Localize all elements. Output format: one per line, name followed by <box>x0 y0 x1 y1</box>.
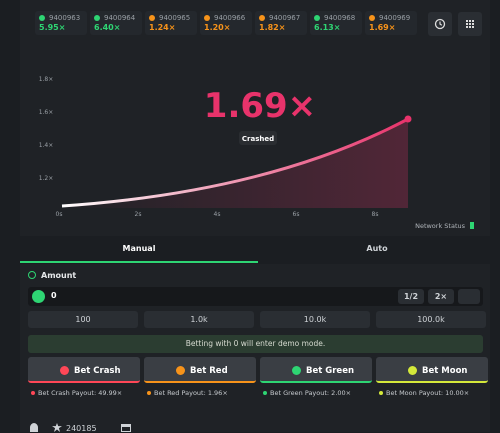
half-button[interactable]: 1/2 <box>398 289 424 304</box>
currency-icon <box>32 290 45 303</box>
x-axis-label: 4s <box>214 211 221 218</box>
tab[interactable]: Manual <box>122 244 156 253</box>
payout-dot <box>379 391 383 395</box>
amount-input[interactable] <box>28 287 483 306</box>
curve <box>61 117 409 208</box>
bet-payout: Bet Red Payout: 1.96× <box>154 389 228 397</box>
tab-bar <box>20 236 490 264</box>
x-axis-label: 2s <box>135 211 142 218</box>
info-icon <box>28 271 36 279</box>
current-multiplier: 1.69× <box>204 86 316 126</box>
clock-icon <box>434 18 446 30</box>
history-chip[interactable]: 9400965 1.24× <box>145 11 197 35</box>
round-id: 9400964 <box>104 14 136 22</box>
network-status: Network Status <box>415 222 466 230</box>
chip-dot <box>149 15 155 21</box>
x-axis-label: 8s <box>372 211 379 218</box>
history-button[interactable] <box>428 12 452 36</box>
round-multiplier: 1.69× <box>369 23 396 32</box>
bet-button[interactable] <box>260 357 372 383</box>
round-id: 9400966 <box>214 14 246 22</box>
payout-dot <box>147 391 151 395</box>
y-axis-label: 1.2× <box>39 175 54 182</box>
round-id: 9400968 <box>324 14 356 22</box>
calendar-icon <box>121 424 131 432</box>
location-icon <box>30 423 38 432</box>
bet-payout: Bet Crash Payout: 49.99× <box>38 389 123 397</box>
chip-dot <box>204 15 210 21</box>
bet-button[interactable] <box>376 357 488 383</box>
grid-icon <box>466 20 474 28</box>
y-axis-label: 1.4× <box>39 142 54 149</box>
history-chip[interactable]: 9400969 1.69× <box>365 11 417 35</box>
round-id: 9400969 <box>379 14 411 22</box>
y-axis-label: 1.8× <box>39 76 54 83</box>
bet-dot <box>176 366 185 375</box>
chip-dot <box>39 15 45 21</box>
chip-dot <box>314 15 320 21</box>
payout-dot <box>263 391 267 395</box>
quick-amount[interactable]: 1.0k <box>144 311 254 328</box>
game-status: Crashed <box>242 135 274 143</box>
bet-button[interactable] <box>28 357 140 383</box>
bet-label: Bet Green <box>306 366 355 376</box>
bet-payout: Bet Green Payout: 2.00× <box>270 389 352 397</box>
y-axis-label: 1.6× <box>39 109 54 116</box>
history-chip[interactable]: 9400967 1.82× <box>255 11 307 35</box>
round-multiplier: 1.20× <box>204 23 231 32</box>
bet-label: Bet Red <box>190 366 228 376</box>
x-axis-label: 0s <box>56 211 63 218</box>
round-multiplier: 6.40× <box>94 23 121 32</box>
bet-dot <box>292 366 301 375</box>
tab-underline <box>20 261 258 263</box>
bet-dot <box>408 366 417 375</box>
round-id: 9400963 <box>49 14 81 22</box>
round-multiplier: 1.82× <box>259 23 286 32</box>
round-id: 9400967 <box>269 14 301 22</box>
tab[interactable]: Auto <box>366 244 388 253</box>
chip-dot <box>259 15 265 21</box>
bet-payout: Bet Moon Payout: 10.00× <box>386 389 470 397</box>
bet-label: Bet Moon <box>422 366 468 376</box>
history-chip[interactable]: 9400963 5.95× <box>35 11 87 35</box>
bet-dot <box>60 366 69 375</box>
bet-button[interactable] <box>144 357 256 383</box>
amount-value: 0 <box>51 291 57 300</box>
notice-text: Betting with 0 will enter demo mode. <box>185 339 326 348</box>
history-chip[interactable]: 9400966 1.20× <box>200 11 252 35</box>
menu-button[interactable] <box>458 12 482 36</box>
curve-end <box>404 115 412 123</box>
chip-dot <box>94 15 100 21</box>
double-button[interactable]: 2× <box>428 289 454 304</box>
star-icon <box>52 423 62 432</box>
amount-label: Amount <box>41 271 77 280</box>
history-chip[interactable]: 9400968 6.13× <box>310 11 362 35</box>
dropdown-button[interactable] <box>458 289 480 304</box>
quick-amount[interactable]: 10.0k <box>260 311 370 328</box>
x-axis-label: 6s <box>293 211 300 218</box>
network-indicator <box>470 222 474 229</box>
round-multiplier: 6.13× <box>314 23 341 32</box>
quick-amount[interactable]: 100 <box>28 311 138 328</box>
round-id: 9400965 <box>159 14 191 22</box>
footer-count: 240185 <box>66 424 97 433</box>
round-multiplier: 5.95× <box>39 23 66 32</box>
graph: 1.8× 1.6× 1.4× 1.2× 0s 2s 4s 6s 8s 1.69× Crashed Ne… <box>39 76 474 230</box>
round-multiplier: 1.24× <box>149 23 176 32</box>
bet-label: Bet Crash <box>74 366 121 376</box>
chip-dot <box>369 15 375 21</box>
quick-amount[interactable]: 100.0k <box>376 311 486 328</box>
curve-area <box>62 119 408 208</box>
history-chip[interactable]: 9400964 6.40× <box>90 11 142 35</box>
status-badge <box>239 131 277 145</box>
notice-box <box>28 335 483 353</box>
payout-dot <box>31 391 35 395</box>
